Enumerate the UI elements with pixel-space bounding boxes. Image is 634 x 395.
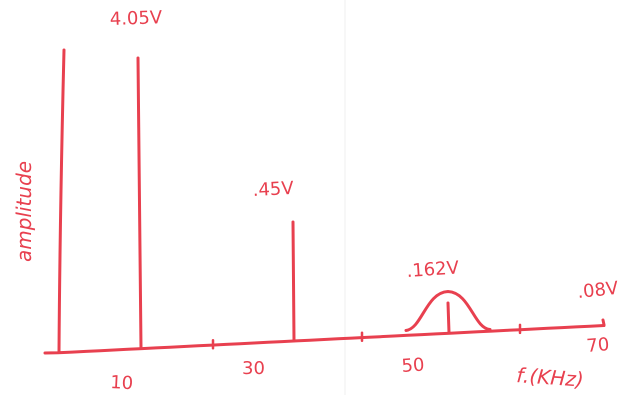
value-labels: 4.05V .45V .162V .08V [109, 7, 619, 303]
value-label: .162V [406, 257, 460, 282]
x-axis-label: f.(KHz) [516, 363, 585, 392]
y-axis-label: amplitude [12, 161, 36, 262]
value-label: .08V [576, 278, 620, 303]
spectral-line [446, 301, 451, 334]
spectral-line [291, 220, 296, 342]
x-tick-marks [211, 323, 522, 350]
value-label: .45V [252, 178, 295, 201]
spectral-line [136, 56, 143, 350]
y-axis [57, 48, 66, 354]
x-tick-label: 70 [586, 334, 611, 357]
spectral-line [601, 318, 606, 327]
x-tick-label: 10 [110, 372, 134, 394]
x-tick-label: 30 [242, 358, 265, 379]
value-label: 4.05V [109, 7, 163, 30]
axes [43, 48, 606, 355]
x-tick-label: 50 [401, 354, 425, 377]
x-tick-labels: 10 30 50 70 [110, 334, 611, 394]
spectral-lines [136, 56, 606, 350]
spectral-hump [404, 290, 492, 332]
x-axis [43, 324, 606, 355]
